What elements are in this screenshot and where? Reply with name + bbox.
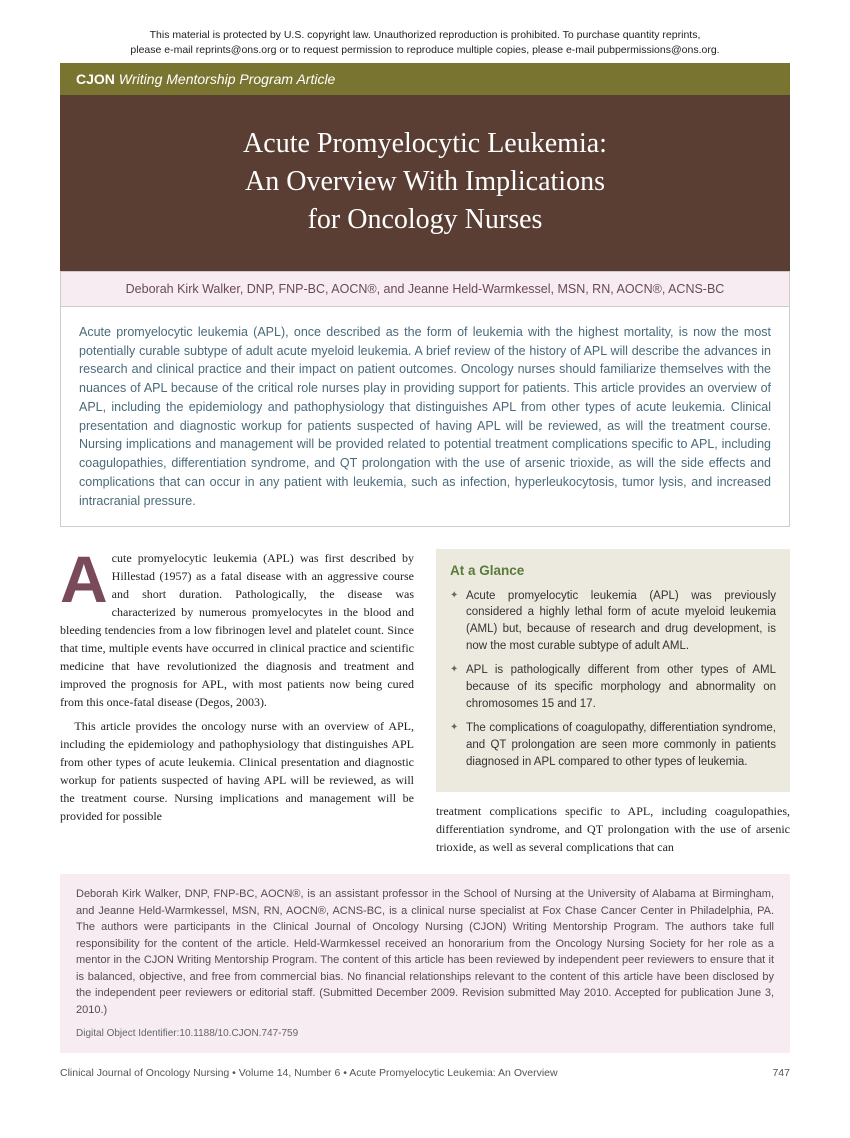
glance-title: At a Glance: [450, 561, 776, 581]
banner-prefix: CJON: [76, 71, 115, 87]
glance-item: APL is pathologically different from oth…: [450, 662, 776, 712]
left-column: Acute promyelocytic leukemia (APL) was f…: [60, 549, 414, 856]
title-line3: for Oncology Nurses: [100, 201, 750, 239]
body-p2: This article provides the oncology nurse…: [60, 717, 414, 825]
program-banner: CJON Writing Mentorship Program Article: [60, 63, 790, 95]
doi-line: Digital Object Identifier:10.1188/10.CJO…: [76, 1026, 774, 1041]
abstract-block: Acute promyelocytic leukemia (APL), once…: [60, 307, 790, 528]
body-columns: Acute promyelocytic leukemia (APL) was f…: [60, 549, 790, 856]
banner-rest: Writing Mentorship Program Article: [119, 71, 336, 87]
right-body-text: treatment complications specific to APL,…: [436, 802, 790, 856]
body-p1: Acute promyelocytic leukemia (APL) was f…: [60, 549, 414, 711]
copyright-line2: please e-mail reprints@ons.org or to req…: [130, 44, 719, 56]
right-column: At a Glance Acute promyelocytic leukemia…: [436, 549, 790, 856]
author-bio-box: Deborah Kirk Walker, DNP, FNP-BC, AOCN®,…: [60, 874, 790, 1053]
authors-block: Deborah Kirk Walker, DNP, FNP-BC, AOCN®,…: [60, 271, 790, 307]
p1-text: cute promyelocytic leukemia (APL) was fi…: [60, 551, 414, 709]
copyright-notice: This material is protected by U.S. copyr…: [60, 28, 790, 57]
title-line1: Acute Promyelocytic Leukemia:: [100, 125, 750, 163]
footer-left: Clinical Journal of Oncology Nursing • V…: [60, 1067, 558, 1079]
glance-item: Acute promyelocytic leukemia (APL) was p…: [450, 588, 776, 655]
title-line2: An Overview With Implications: [100, 163, 750, 201]
page-footer: Clinical Journal of Oncology Nursing • V…: [60, 1067, 790, 1079]
glance-item: The complications of coagulopathy, diffe…: [450, 720, 776, 770]
article-title: Acute Promyelocytic Leukemia: An Overvie…: [60, 95, 790, 270]
dropcap: A: [60, 549, 112, 605]
bio-text: Deborah Kirk Walker, DNP, FNP-BC, AOCN®,…: [76, 888, 774, 1016]
at-a-glance-box: At a Glance Acute promyelocytic leukemia…: [436, 549, 790, 792]
glance-list: Acute promyelocytic leukemia (APL) was p…: [450, 588, 776, 771]
footer-right: 747: [772, 1067, 790, 1079]
copyright-line1: This material is protected by U.S. copyr…: [150, 29, 701, 41]
